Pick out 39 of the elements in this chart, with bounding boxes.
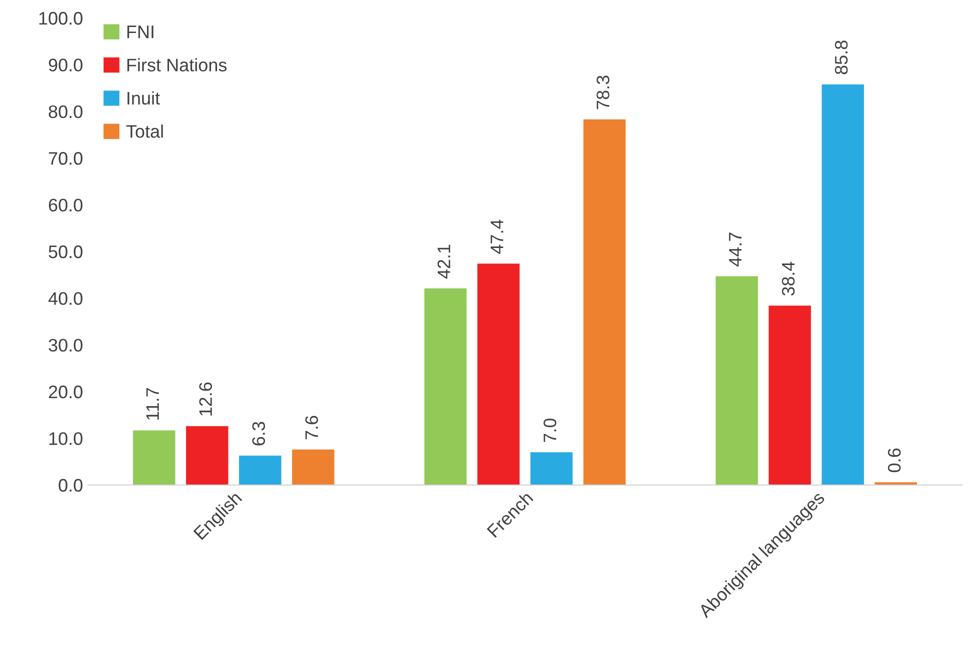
y-tick-label: 40.0 [48, 292, 82, 305]
y-tick-label: 20.0 [48, 386, 82, 398]
y-tick-label: 80.0 [48, 105, 82, 118]
data-label: 78.3 [596, 76, 610, 110]
y-tick-label: 100.0 [39, 12, 82, 25]
data-label: 44.7 [729, 232, 742, 266]
bar [768, 306, 811, 485]
y-tick-label: 30.0 [48, 338, 82, 352]
data-label: 38.4 [782, 262, 795, 296]
bar [239, 456, 282, 485]
data-label: 85.8 [834, 40, 848, 74]
bar [716, 276, 758, 485]
data-label: 0.6 [888, 448, 901, 472]
bar [292, 450, 334, 485]
data-label: 7.6 [305, 416, 318, 440]
data-label: 7.0 [544, 418, 556, 442]
bar [133, 430, 176, 485]
bar [822, 84, 864, 485]
bar [530, 452, 573, 485]
bar [477, 264, 520, 485]
legend-label: Inuit [128, 91, 160, 105]
y-tick-label: 10.0 [49, 432, 82, 446]
data-label: 42.1 [438, 244, 450, 279]
data-label: 11.7 [146, 388, 159, 420]
bar [874, 482, 917, 485]
bar [186, 426, 228, 485]
legend-label: Total [126, 124, 163, 138]
y-tick-label: 0.0 [58, 478, 82, 492]
y-tick-label: 90.0 [48, 58, 82, 72]
legend-label: First Nations [127, 58, 227, 72]
bar [424, 288, 467, 485]
data-label: 47.4 [490, 220, 504, 254]
y-tick-label: 60.0 [48, 198, 82, 212]
data-label: 6.3 [252, 422, 266, 446]
y-tick-label: 70.0 [48, 152, 82, 165]
legend-label: FNI [127, 26, 154, 38]
data-label: 12.6 [199, 382, 212, 416]
y-tick-label: 50.0 [48, 245, 82, 258]
bar [583, 119, 626, 485]
